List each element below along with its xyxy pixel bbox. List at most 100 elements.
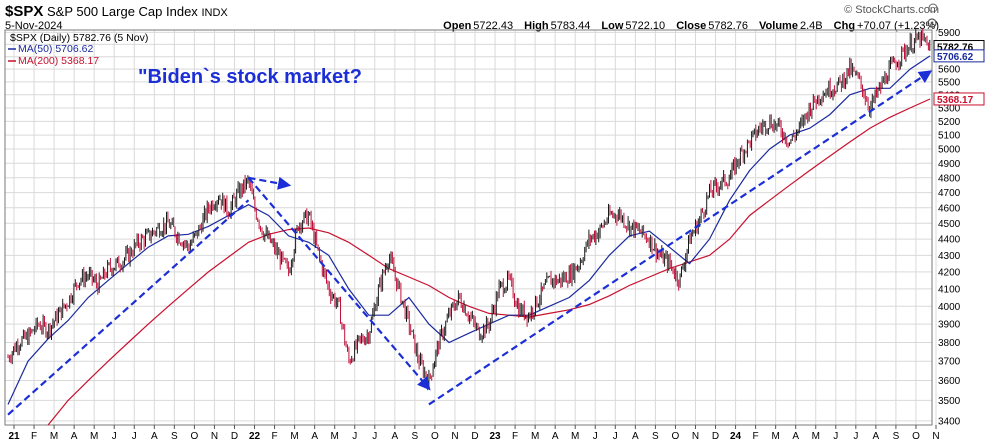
chart-header: $SPX S&P 500 Large Cap Index INDX 5-Nov-… [0, 0, 987, 42]
y-tick-label: 3800 [938, 338, 961, 349]
volume-label: Volume [759, 20, 798, 32]
badge-close: 5782.76 [937, 43, 974, 54]
low-value: 5722.10 [625, 20, 666, 32]
badge-ma200-box [933, 92, 985, 106]
x-tick-label: M [50, 431, 58, 442]
symbol: $SPX [5, 3, 44, 20]
y-axis: 3400 3500 3600 3700 3800 3900 4000 4100 4200 4300… [938, 28, 961, 427]
y-tick-label: 4200 [938, 267, 961, 278]
close-label: Close [676, 20, 707, 32]
x-tick-label: M [331, 431, 339, 442]
y-tick-label: 4400 [938, 235, 961, 246]
plot-frame [4, 29, 933, 426]
y-tick-label: 4900 [938, 159, 961, 170]
ma50-layer [7, 55, 931, 405]
y-tick-label: 4500 [938, 219, 961, 230]
x-tick-label: A [71, 431, 78, 442]
y-tick-label: 5200 [938, 117, 961, 128]
legend-series: $SPX (Daily) 5782.76 (5 Nov) [10, 32, 148, 44]
badge-ma200: 5368.17 [937, 95, 974, 106]
x-tick-label: A [552, 431, 559, 442]
x-tick-label: J [372, 431, 377, 442]
x-tick-label: F [272, 431, 278, 442]
x-axis: 21 F M A M J J A S O N D 22 F M A M J J A S O N D 23 F M A M J J A S O N D 2… [8, 425, 940, 442]
y-tick-label: 3900 [938, 320, 961, 331]
x-tick-label: N [932, 431, 939, 442]
trendline [248, 176, 292, 190]
x-tick-label: M [771, 431, 779, 442]
ma200-layer [47, 98, 931, 426]
x-tick-label: M [812, 431, 820, 442]
trendline [428, 70, 933, 406]
y-tick-label: 5900 [938, 28, 961, 39]
x-tick-label: A [151, 431, 158, 442]
x-tick-label: D [471, 431, 478, 442]
x-tick-label: N [451, 431, 458, 442]
chart-legend: $SPX (Daily) 5782.76 (5 Nov) MA(50) 5706… [8, 32, 148, 67]
x-tick-label: D [712, 431, 719, 442]
x-tick-label: 21 [8, 431, 20, 442]
x-tick-label: M [571, 431, 579, 442]
close-value: 5782.76 [708, 20, 748, 32]
y-tick-label: 5600 [938, 65, 961, 76]
trendline [247, 177, 431, 391]
high-value: 5783.44 [550, 20, 591, 32]
grid [5, 30, 937, 425]
x-tick-label: N [692, 431, 699, 442]
y-tick-label: 5000 [938, 145, 961, 156]
y-tick-label: 3700 [938, 357, 961, 368]
x-tick-label: O [912, 431, 920, 442]
ma50-line [7, 55, 931, 405]
x-tick-label: 22 [249, 431, 261, 442]
x-tick-label: J [613, 431, 618, 442]
y-tick-label: 4700 [938, 188, 961, 199]
x-tick-label: M [290, 431, 298, 442]
trendlines [7, 70, 933, 416]
x-tick-label: A [873, 431, 880, 442]
y-tick-label: 3600 [938, 376, 961, 387]
x-tick-label: S [893, 431, 900, 442]
ohlc-readout: Open 5722.43 High 5783.44 Low 5722.10 Close… [443, 20, 939, 32]
x-tick-label: F [753, 431, 759, 442]
x-tick-label: N [211, 431, 218, 442]
y-tick-label: 5500 [938, 77, 961, 88]
y-tick-label: 5300 [938, 103, 961, 114]
price-bars [7, 28, 931, 391]
x-tick-label: J [132, 431, 137, 442]
x-tick-label: J [112, 431, 117, 442]
y-tick-label: 5100 [938, 131, 961, 142]
x-tick-label: J [352, 431, 357, 442]
y-tick-label: 3500 [938, 396, 961, 407]
settings-icon[interactable] [927, 18, 937, 28]
open-label: Open [443, 20, 472, 32]
x-tick-label: F [512, 431, 518, 442]
x-tick-label: O [672, 431, 680, 442]
chg-value: +70.07 (+1.23%) [857, 20, 939, 32]
x-tick-label: F [31, 431, 37, 442]
annotation-text: "Biden`s stock market? [138, 66, 362, 88]
open-value: 5722.43 [473, 20, 514, 32]
x-tick-label: M [531, 431, 539, 442]
x-tick-label: O [431, 431, 439, 442]
x-tick-label: 23 [489, 431, 501, 442]
low-label: Low [601, 20, 624, 32]
legend-ma200: MA(200) 5368.17 [18, 55, 99, 67]
x-tick-label: S [171, 431, 178, 442]
trendline [7, 199, 250, 416]
x-tick-label: A [632, 431, 639, 442]
y-tick-label: 4800 [938, 173, 961, 184]
y-tick-label: 4300 [938, 251, 961, 262]
y-tick-label: 4100 [938, 284, 961, 295]
exchange: INDX [201, 7, 228, 19]
badge-ma50: 5706.62 [937, 52, 974, 63]
stockcharts-icon [928, 3, 938, 13]
brand: © StockCharts.com [844, 4, 939, 16]
index-name: S&P 500 Large Cap Index [46, 4, 198, 19]
chart-date: 5-Nov-2024 [5, 20, 63, 32]
badge-ma50-box [933, 49, 985, 63]
ma200-line [47, 98, 931, 426]
x-tick-label: D [231, 431, 238, 442]
y-tick-label: 4000 [938, 302, 961, 313]
